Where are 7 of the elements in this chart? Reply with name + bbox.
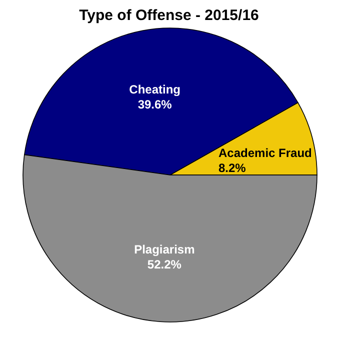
data-label: 52.2% <box>147 258 182 272</box>
slice-label: Plagiarism <box>134 242 195 257</box>
chart-title: Type of Offense - 2015/16 <box>79 7 259 24</box>
slice-label: Academic Fraud <box>218 146 312 160</box>
data-label: 39.6% <box>138 98 172 112</box>
data-label: 8.2% <box>218 160 246 175</box>
slice-label: Cheating <box>129 82 181 97</box>
